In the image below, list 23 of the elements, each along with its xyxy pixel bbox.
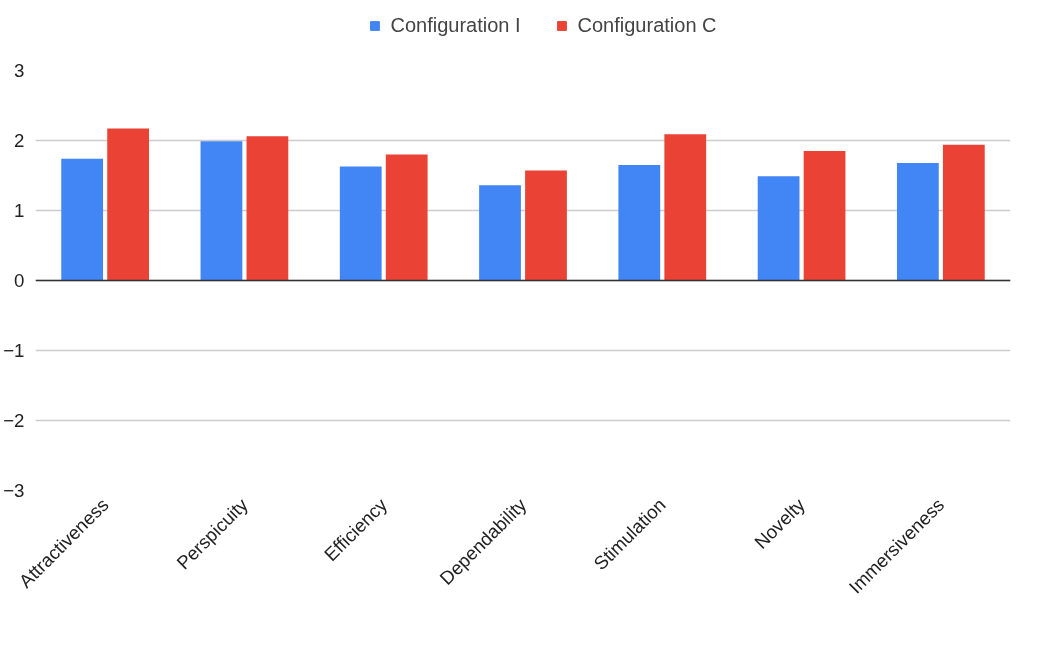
bar — [942, 144, 985, 281]
bar — [246, 136, 289, 281]
legend-label: Configuration C — [577, 13, 717, 37]
bar — [525, 170, 567, 281]
y-tick-label: 2 — [14, 130, 25, 151]
y-tick-label: 1 — [14, 200, 25, 221]
bar — [107, 128, 150, 281]
bar — [200, 141, 243, 281]
bar — [803, 151, 846, 281]
bar — [339, 166, 382, 281]
bar — [618, 165, 661, 281]
legend-label: Configuration I — [390, 13, 521, 37]
bar — [61, 158, 104, 281]
y-tick-label: −3 — [3, 480, 25, 501]
y-tick-label: −2 — [3, 410, 25, 431]
bar — [385, 154, 428, 281]
bar — [479, 185, 521, 281]
bar — [664, 134, 707, 281]
bar — [896, 162, 939, 281]
y-tick-label: 0 — [14, 270, 25, 291]
bar — [757, 176, 800, 281]
y-tick-label: −1 — [3, 340, 25, 361]
y-tick-label: 3 — [14, 60, 25, 81]
